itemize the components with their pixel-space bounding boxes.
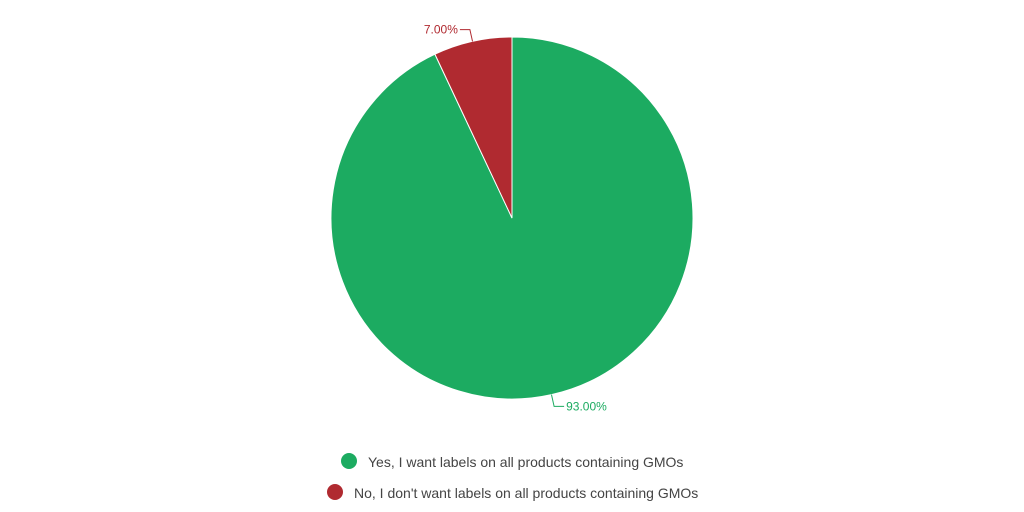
slice-label-1: 7.00% (424, 23, 458, 37)
legend-item-yes[interactable]: Yes, I want labels on all products conta… (341, 453, 683, 470)
pie-slice-1[interactable] (434, 36, 513, 219)
legend-marker-yes (341, 453, 357, 469)
slice-label-0: 93.00% (566, 399, 607, 413)
slice-leader-line-1 (459, 29, 474, 42)
pie-slices (330, 36, 694, 400)
legend-label-no: No, I don't want labels on all products … (354, 485, 698, 501)
slice-leader-lines (459, 29, 565, 407)
slice-labels: 93.00% 7.00% (424, 23, 607, 414)
legend: Yes, I want labels on all products conta… (327, 453, 698, 501)
legend-item-no[interactable]: No, I don't want labels on all products … (327, 484, 698, 501)
legend-marker-no (327, 484, 343, 500)
legend-label-yes: Yes, I want labels on all products conta… (368, 454, 683, 470)
slice-leader-line-0 (550, 394, 565, 407)
